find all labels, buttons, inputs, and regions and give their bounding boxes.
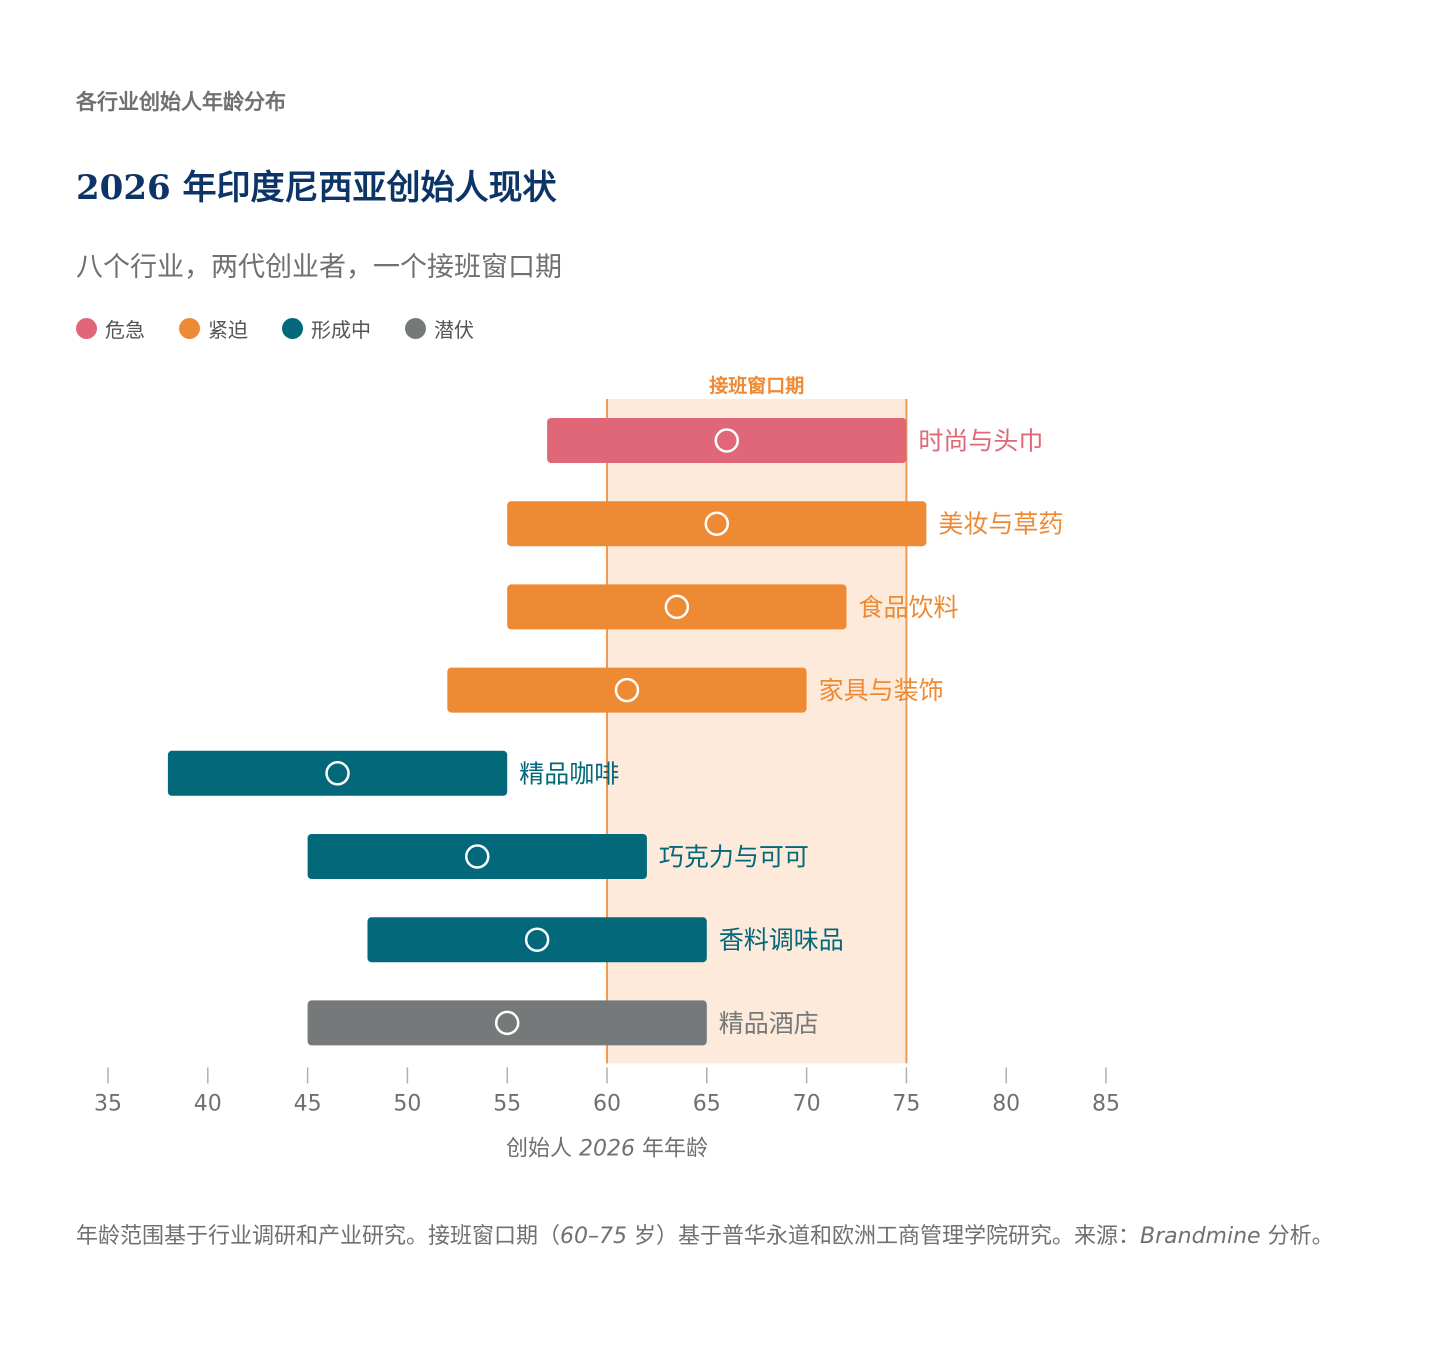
x-tick-label: 55 [493,1091,521,1116]
legend-swatch-urgent [179,318,200,339]
x-tick-label: 65 [693,1091,721,1116]
range-bar [507,584,847,630]
median-marker [524,927,550,952]
legend-swatch-latent [405,318,426,339]
range-bar [547,418,907,463]
x-tick-label: 35 [94,1091,122,1116]
legend-swatch-critical [76,318,97,339]
x-axis-label: 创始人 2026 年年龄 [506,1136,708,1161]
x-axis-label-part: 年年龄 [635,1136,708,1161]
range-bar [507,501,927,547]
x-axis-label-part: 创始人 [506,1136,579,1161]
median-marker [325,761,350,786]
x-tick-label: 60 [593,1091,621,1116]
succession-window-band [607,399,907,1064]
x-tick-label: 45 [294,1091,322,1116]
median-marker [664,594,690,620]
chart-eyebrow: 各行业创始人年龄分布 [76,90,286,114]
x-tick-label: 70 [793,1091,821,1116]
legend-swatch-forming [282,318,303,339]
range-bar [307,834,647,879]
category-label: 食品饮料 [859,593,959,622]
legend-label-forming: 形成中 [311,318,371,342]
legend-item-critical: 危急 [76,314,145,343]
legend-item-latent: 潜伏 [405,314,474,343]
range-bar [307,1000,707,1046]
legend-item-urgent: 紧迫 [179,314,248,343]
category-label: 香料调味品 [719,926,844,955]
legend-label-critical: 危急 [105,318,145,342]
footnote-text-3: 分析。 [1260,1224,1334,1249]
x-axis-label-part: 2026 [579,1136,635,1161]
footnote-range: 60–75 [560,1224,628,1249]
succession-window-label: 接班窗口期 [709,374,804,397]
median-marker [714,428,740,453]
legend-item-forming: 形成中 [282,314,371,343]
legend-label-urgent: 紧迫 [208,318,248,342]
x-tick-label: 85 [1092,1091,1120,1116]
chart-title: 2026 年印度尼西亚创始人现状 [76,168,557,208]
x-tick-label: 80 [992,1091,1020,1116]
footnote: 年龄范围基于行业调研和产业研究。接班窗口期（60–75 岁）基于普华永道和欧洲工… [76,1220,1366,1253]
category-label: 精品酒店 [719,1009,819,1038]
range-chart: 接班窗口期时尚与头巾美妆与草药食品饮料家具与装饰精品咖啡巧克力与可可香料调味品精… [94,374,1120,1161]
footnote-source: Brandmine [1140,1224,1261,1249]
category-label: 家具与装饰 [819,676,944,705]
category-label: 时尚与头巾 [918,427,1043,456]
median-marker [704,511,730,536]
category-label: 巧克力与可可 [659,843,809,872]
legend: 危急 紧迫 形成中 潜伏 [76,314,508,343]
x-tick-label: 50 [393,1091,421,1116]
median-marker [614,677,640,703]
range-bar [367,917,707,963]
x-tick-label: 40 [194,1091,222,1116]
category-label: 美妆与草药 [938,510,1063,539]
x-tick-label: 75 [892,1091,920,1116]
median-marker [494,1010,520,1036]
category-label: 精品咖啡 [519,759,619,788]
legend-label-latent: 潜伏 [434,318,474,342]
footnote-text-1: 年龄范围基于行业调研和产业研究。接班窗口期（ [76,1224,561,1249]
range-bar [167,750,508,796]
footnote-text-2: 岁）基于普华永道和欧洲工商管理学院研究。来源： [627,1224,1141,1249]
range-bar [447,667,807,713]
chart-subtitle: 八个行业，两代创业者，一个接班窗口期 [76,252,562,283]
median-marker [465,844,490,869]
